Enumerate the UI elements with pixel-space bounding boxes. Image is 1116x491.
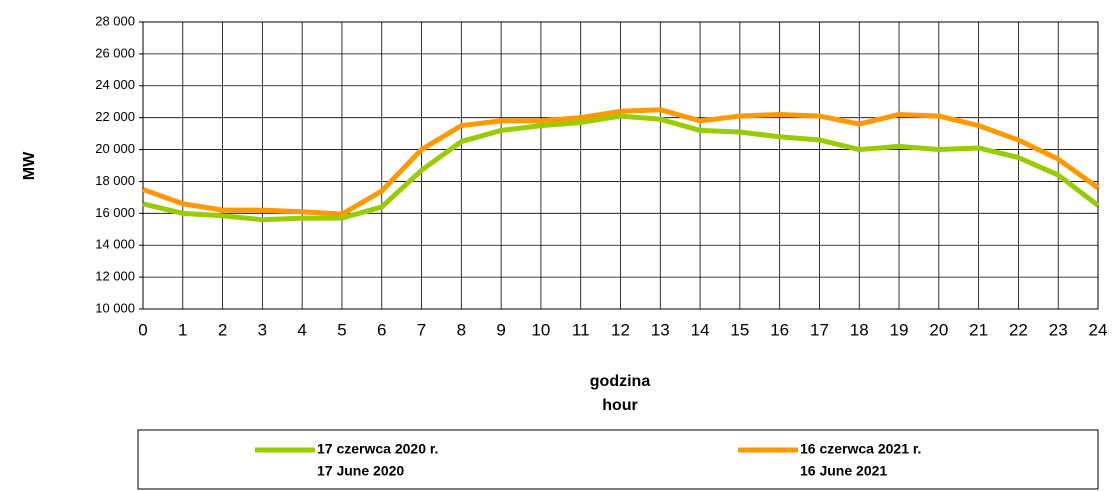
x-tick-label: 13 xyxy=(651,320,670,339)
y-tick-label: 16 000 xyxy=(95,205,135,220)
y-tick-label: 28 000 xyxy=(95,13,135,28)
x-tick-label: 4 xyxy=(297,320,306,339)
y-tick-label: 14 000 xyxy=(95,237,135,252)
legend-label: 17 June 2020 xyxy=(317,463,404,479)
x-tick-label: 15 xyxy=(730,320,749,339)
x-tick-label: 24 xyxy=(1089,320,1108,339)
x-tick-label: 23 xyxy=(1049,320,1068,339)
x-tick-label: 2 xyxy=(218,320,227,339)
x-tick-label: 12 xyxy=(611,320,630,339)
y-tick-label: 26 000 xyxy=(95,45,135,60)
y-tick-label: 10 000 xyxy=(95,300,135,315)
x-tick-label: 3 xyxy=(258,320,267,339)
x-tick-label: 11 xyxy=(572,320,590,339)
series-line xyxy=(142,107,1100,217)
legend-box xyxy=(137,429,1099,490)
x-axis-label: hour xyxy=(602,397,638,414)
y-tick-label: 18 000 xyxy=(95,173,135,188)
legend-label: 17 czerwca 2020 r. xyxy=(317,441,438,457)
y-tick-label: 12 000 xyxy=(95,269,135,284)
y-tick-label: 22 000 xyxy=(95,109,135,124)
x-tick-label: 18 xyxy=(850,320,869,339)
x-tick-label: 5 xyxy=(337,320,346,339)
x-axis-label: godzina xyxy=(590,373,651,390)
x-tick-label: 7 xyxy=(417,320,426,339)
legend-label: 16 June 2021 xyxy=(800,463,887,479)
x-tick-label: 17 xyxy=(810,320,829,339)
y-axis-label: MW xyxy=(21,151,38,180)
x-tick-label: 16 xyxy=(770,320,789,339)
y-tick-label: 24 000 xyxy=(95,77,135,92)
y-tick-label: 20 000 xyxy=(95,141,135,156)
x-tick-label: 1 xyxy=(178,320,187,339)
x-tick-label: 10 xyxy=(531,320,550,339)
x-tick-label: 9 xyxy=(496,320,505,339)
x-tick-label: 8 xyxy=(457,320,466,339)
x-tick-label: 19 xyxy=(890,320,909,339)
x-tick-label: 22 xyxy=(1009,320,1028,339)
x-tick-label: 20 xyxy=(929,320,948,339)
x-tick-label: 14 xyxy=(691,320,710,339)
plot-frame xyxy=(142,21,1099,310)
x-tick-label: 0 xyxy=(138,320,147,339)
series-line xyxy=(142,113,1100,223)
x-tick-label: 6 xyxy=(377,320,386,339)
legend-label: 16 czerwca 2021 r. xyxy=(800,441,921,457)
x-tick-label: 21 xyxy=(969,320,988,339)
